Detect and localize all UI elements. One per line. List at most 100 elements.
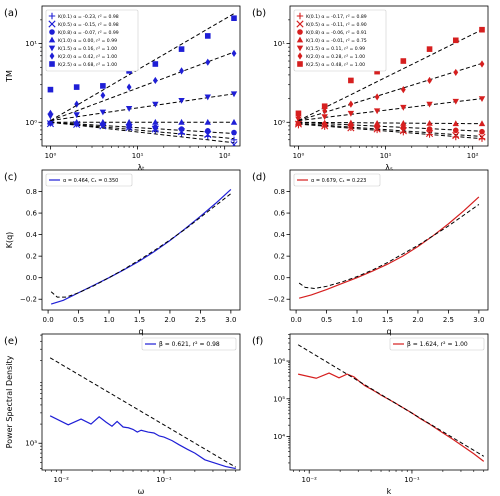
plot-frame bbox=[41, 333, 241, 471]
data-point bbox=[347, 119, 355, 126]
data-point bbox=[204, 33, 211, 39]
data-point bbox=[178, 118, 185, 125]
y-tick-label: −0.2 bbox=[268, 296, 285, 304]
data-point bbox=[295, 110, 302, 117]
data-point bbox=[100, 83, 106, 89]
x-tick-label: 3.0 bbox=[473, 316, 484, 324]
data-point bbox=[100, 91, 106, 99]
x-tick-label: 0.0 bbox=[43, 316, 54, 324]
fit-line bbox=[50, 93, 235, 122]
legend-box bbox=[141, 337, 237, 351]
x-tick-label: 2.5 bbox=[195, 316, 206, 324]
y-tick-label: 0.4 bbox=[274, 231, 286, 239]
y-tick-label: 0.6 bbox=[26, 210, 38, 218]
legend-label: K(0.8) α = -0.07, r² = 0.99 bbox=[58, 30, 119, 36]
data-point bbox=[453, 68, 459, 77]
x-axis-label: q bbox=[386, 327, 391, 336]
legend: α = 0.464, C₁ = 0.350 bbox=[45, 173, 133, 187]
data-point bbox=[231, 129, 237, 136]
data-point bbox=[47, 86, 54, 93]
fit-line bbox=[50, 121, 235, 144]
x-axis-label: λₛ bbox=[385, 163, 393, 172]
data-point bbox=[426, 126, 433, 132]
data-point bbox=[73, 118, 80, 125]
plot-frame bbox=[289, 5, 489, 147]
legend-label: K(2.0) α = 0.42, r² = 1.00 bbox=[58, 54, 117, 60]
legend-label: K(0.1) α = -0.23, r² = 0.98 bbox=[58, 14, 119, 20]
y-tick-label: 0.0 bbox=[26, 274, 37, 282]
data-point bbox=[178, 126, 185, 132]
y-tick-label: 10⁵ bbox=[273, 395, 285, 403]
fit-line bbox=[298, 98, 483, 122]
data-point bbox=[126, 83, 132, 91]
panel-label: (a) bbox=[4, 8, 18, 19]
plot-area bbox=[297, 344, 485, 462]
legend-marker bbox=[296, 36, 304, 43]
plot-frame bbox=[41, 169, 241, 311]
fit-line bbox=[50, 121, 235, 135]
x-tick-label: 1.5 bbox=[382, 316, 393, 324]
legend-marker bbox=[297, 61, 303, 67]
legend-marker bbox=[297, 29, 303, 35]
x-tick-label: 1.0 bbox=[351, 316, 362, 324]
data-point bbox=[321, 114, 328, 121]
legend-marker bbox=[296, 20, 304, 28]
y-axis-label: K(q) bbox=[5, 232, 14, 249]
data-point bbox=[230, 118, 238, 125]
data-point bbox=[374, 68, 380, 75]
x-tick-label: 2.0 bbox=[412, 316, 423, 324]
y-axis-label: TM bbox=[5, 70, 14, 83]
data-point bbox=[426, 119, 433, 126]
x-tick-label: 1.0 bbox=[103, 316, 114, 324]
data-point bbox=[400, 58, 407, 64]
legend-label: β = 0.621, r² = 0.98 bbox=[159, 341, 220, 348]
x-axis-label: k bbox=[387, 487, 392, 496]
plot-area bbox=[298, 196, 480, 299]
legend-label: K(1.5) α = 0.11, r² = 0.99 bbox=[306, 46, 365, 52]
legend-marker bbox=[296, 45, 304, 52]
panel-label: (b) bbox=[252, 8, 266, 19]
data-point bbox=[400, 119, 407, 126]
data-point bbox=[400, 86, 406, 94]
legend-marker bbox=[296, 12, 304, 20]
legend: K(0.1) α = -0.23, r² = 0.98 K(0.5) α = -0… bbox=[45, 9, 139, 72]
data-point bbox=[47, 118, 54, 125]
data-point bbox=[99, 109, 107, 116]
data-point bbox=[478, 120, 486, 127]
legend-marker bbox=[48, 20, 56, 28]
x-tick-label: 1.5 bbox=[134, 316, 145, 324]
data-point bbox=[452, 127, 459, 134]
data-point bbox=[230, 136, 238, 143]
data-line bbox=[297, 372, 485, 462]
legend-label: K(0.1) α = -0.17, r² = 0.89 bbox=[306, 14, 367, 20]
legend-label: K(1.0) α = 0.00, r² = 0.99 bbox=[58, 38, 117, 44]
x-tick-label: 2.0 bbox=[164, 316, 175, 324]
legend-box bbox=[293, 173, 381, 187]
data-point bbox=[152, 76, 158, 85]
panel-a: (a) 10⁰ 10¹ 10² 10⁰ 10¹ λₜ TM K(0.1) α = -0.23, … bbox=[4, 5, 241, 172]
x-tick-label: 0.5 bbox=[73, 316, 84, 324]
y-tick-label: −0.2 bbox=[20, 296, 37, 304]
panel-label: (e) bbox=[4, 336, 18, 347]
legend-label: K(1.0) α = -0.01, r² = 0.75 bbox=[306, 38, 367, 44]
data-point bbox=[348, 100, 354, 108]
data-point bbox=[73, 84, 80, 90]
x-tick-label: 10⁻² bbox=[302, 476, 318, 484]
data-point bbox=[452, 98, 459, 105]
data-point bbox=[204, 118, 211, 125]
legend-box bbox=[45, 173, 133, 187]
panel-label: (c) bbox=[4, 172, 17, 183]
data-point bbox=[478, 96, 486, 102]
legend: K(0.1) α = -0.17, r² = 0.89 K(0.5) α = -0… bbox=[293, 9, 387, 72]
panel-label: (d) bbox=[252, 172, 266, 183]
legend-label: K(1.5) α = 0.16, r² = 1.00 bbox=[58, 46, 117, 52]
y-tick-label: 0.2 bbox=[274, 253, 285, 261]
plot-frame bbox=[289, 169, 489, 311]
x-tick-label: 10⁰ bbox=[293, 152, 305, 160]
fit-line bbox=[298, 204, 480, 289]
data-point bbox=[321, 119, 328, 126]
legend-label: K(2.5) α = 0.48, r² = 1.00 bbox=[306, 62, 365, 68]
legend-marker bbox=[48, 45, 56, 52]
y-tick-label: 0.8 bbox=[26, 188, 37, 196]
data-line bbox=[50, 188, 232, 305]
